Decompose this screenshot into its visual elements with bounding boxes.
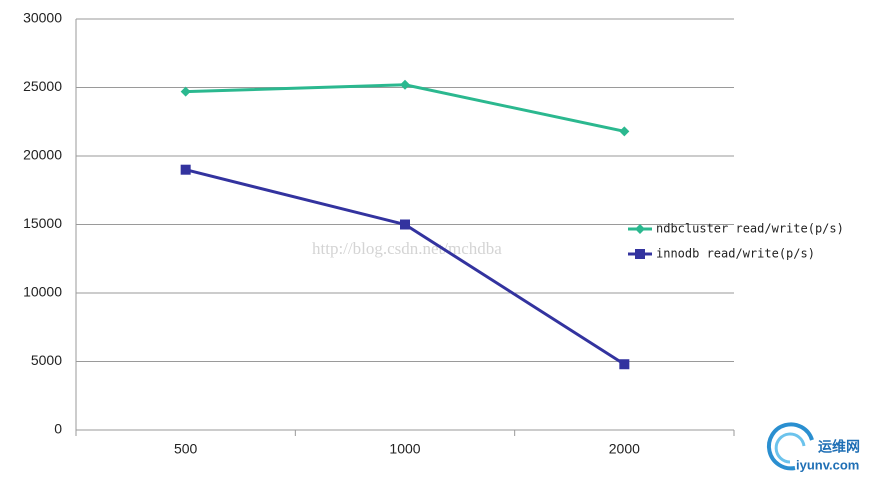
y-tick-label: 10000	[23, 284, 62, 300]
point-marker	[180, 164, 191, 175]
y-tick-label: 0	[54, 421, 62, 437]
watermark: http://blog.csdn.net/mchdba	[312, 239, 502, 258]
x-tick-label: 1000	[389, 441, 420, 457]
point-marker	[400, 219, 410, 230]
point-marker	[619, 126, 630, 137]
x-tick-label: 500	[174, 441, 198, 457]
y-tick-label: 20000	[23, 147, 62, 163]
logo-icon	[774, 432, 806, 464]
logo-name: 运维网	[818, 439, 860, 455]
point-marker	[400, 79, 410, 90]
point-marker	[180, 86, 191, 97]
y-tick-label: 15000	[23, 215, 62, 231]
legend-label: innodb read/write(p/s)	[656, 247, 815, 261]
legend-marker	[635, 249, 645, 259]
legend-label: ndbcluster read/write(p/s)	[656, 222, 844, 236]
x-tick-label: 2000	[609, 441, 640, 457]
y-tick-label: 30000	[23, 10, 62, 26]
point-marker	[619, 359, 630, 370]
y-tick-label: 25000	[23, 78, 62, 94]
series-line	[185, 168, 626, 366]
legend-marker	[635, 224, 645, 234]
logo-icon	[766, 422, 814, 471]
logo: 运维网 iyunv.com	[766, 422, 860, 472]
y-tick-label: 5000	[31, 352, 62, 368]
logo-url: iyunv.com	[796, 457, 859, 472]
series-line	[185, 83, 625, 133]
